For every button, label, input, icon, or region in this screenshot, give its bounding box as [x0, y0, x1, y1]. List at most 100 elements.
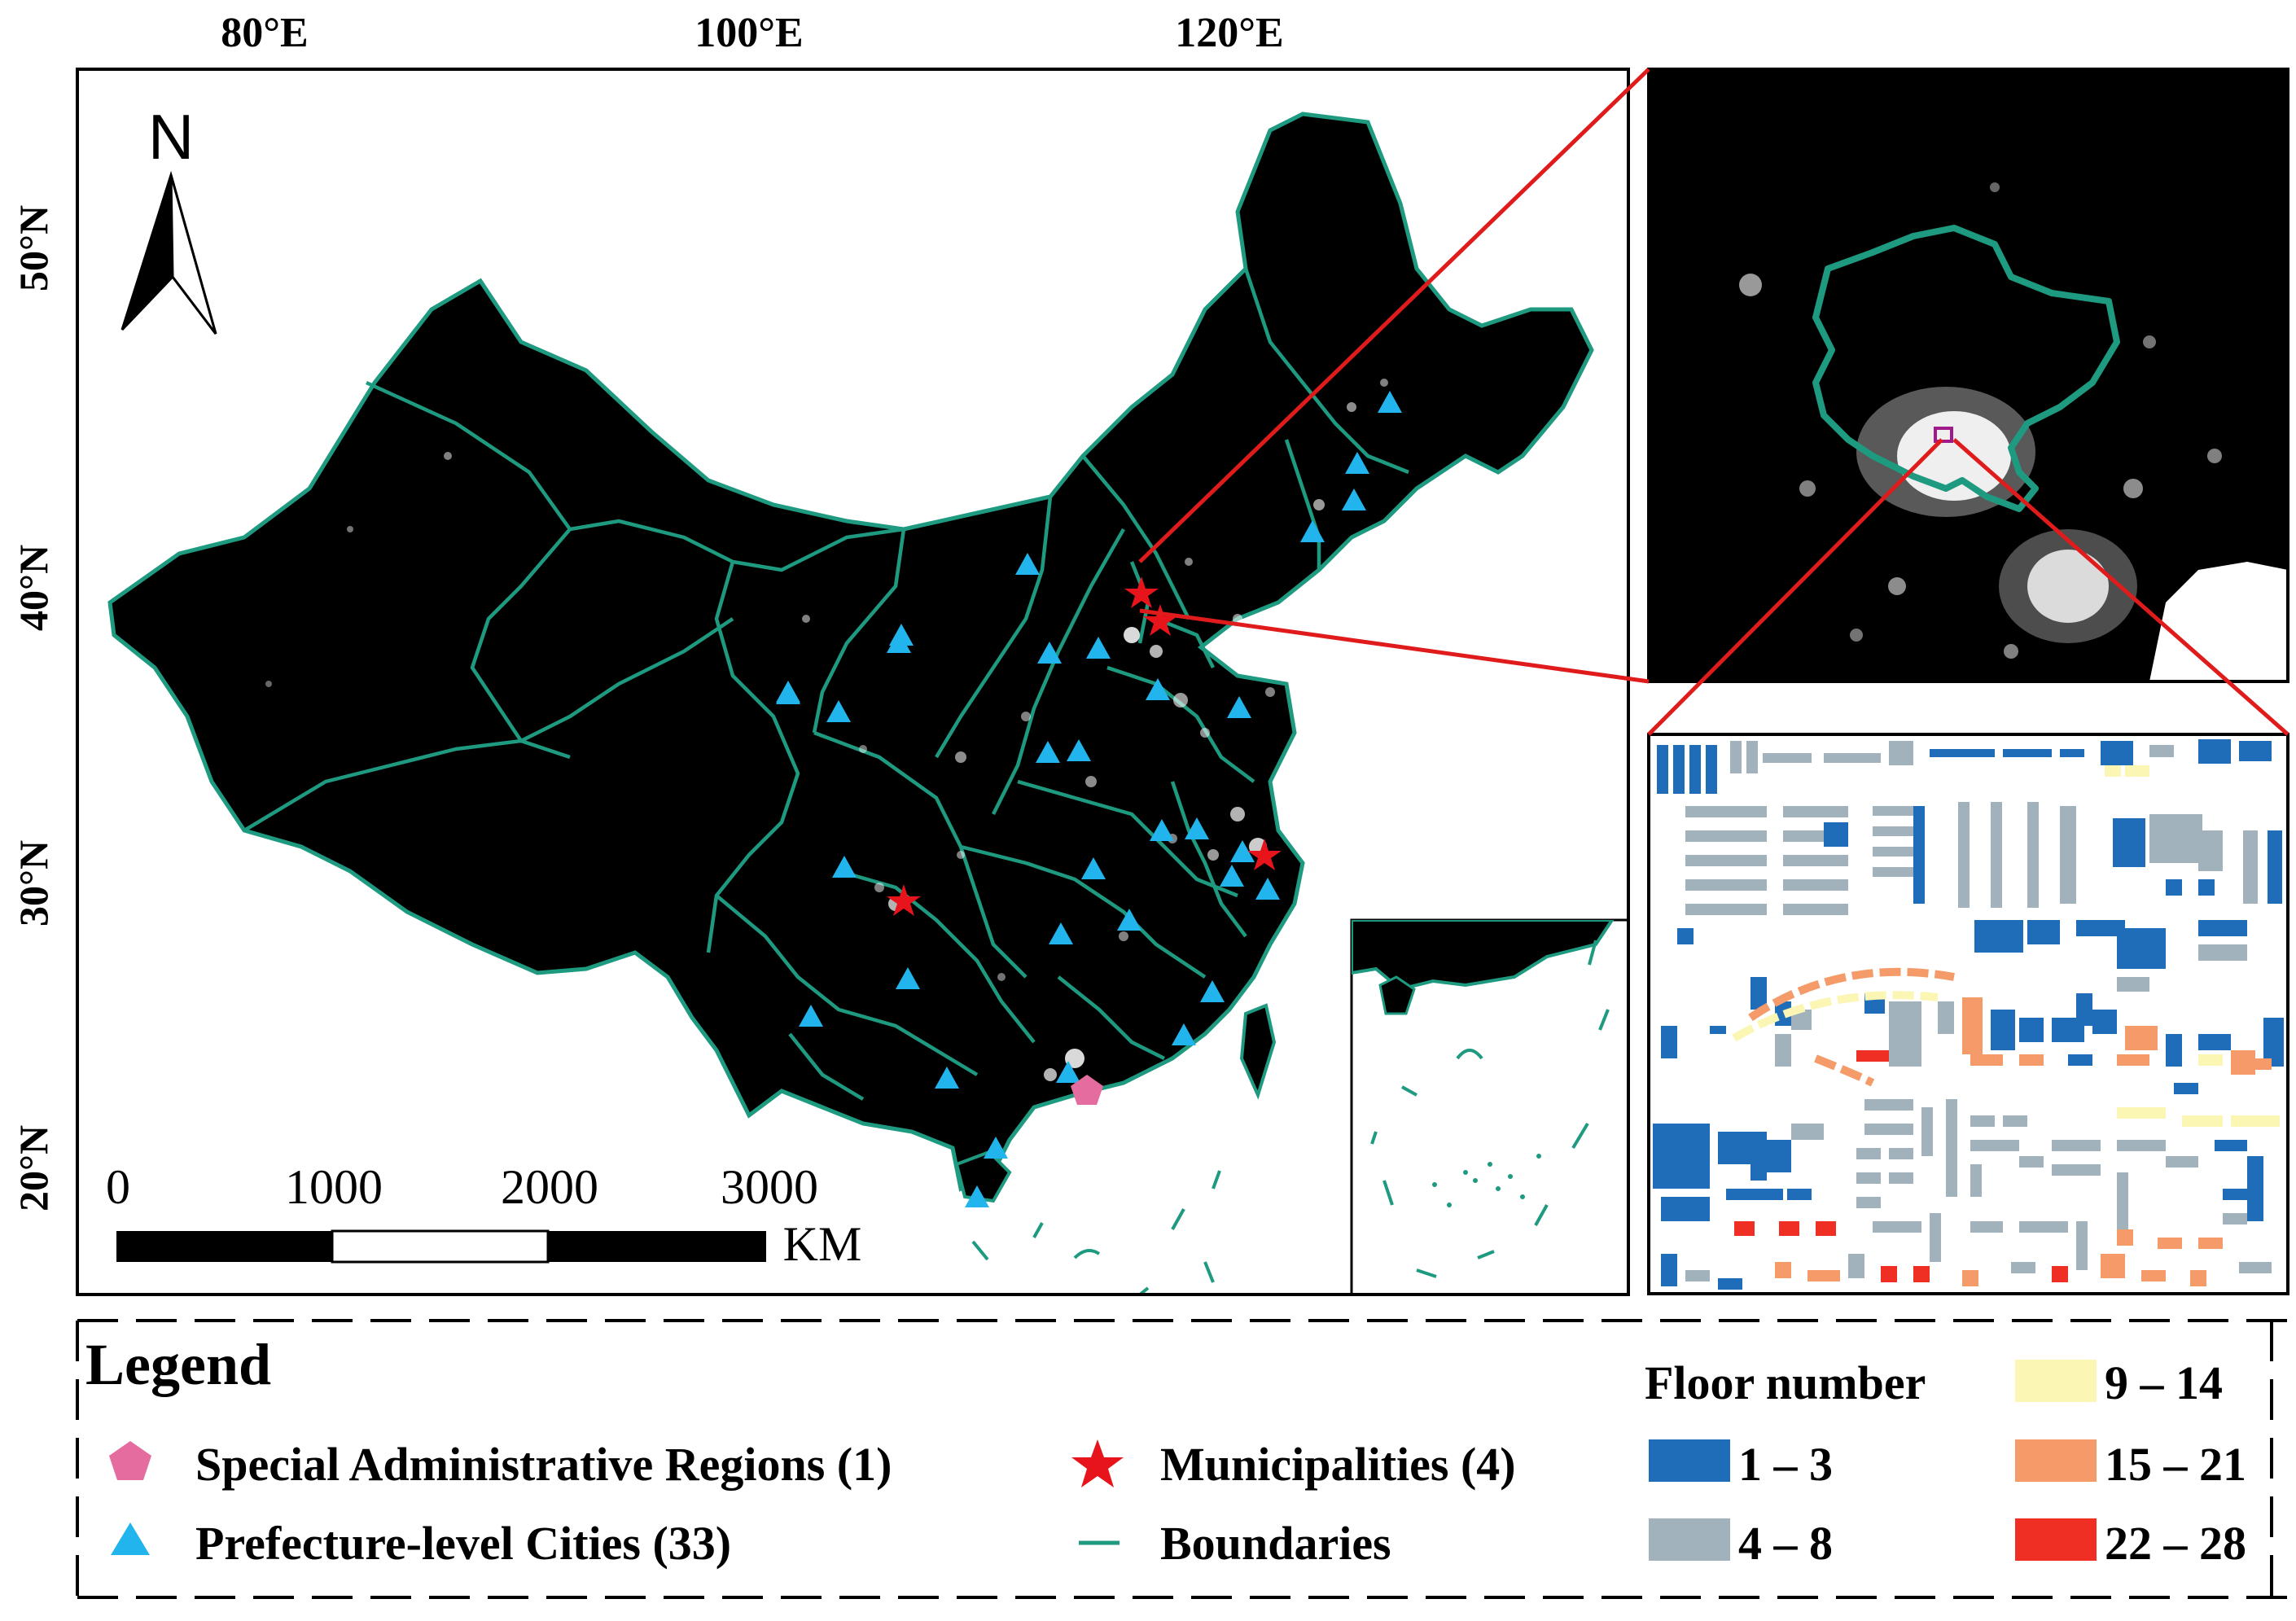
building-footprint — [1653, 1124, 1710, 1189]
prefecture-triangle — [1345, 452, 1369, 474]
building-footprint — [1783, 806, 1848, 817]
legend-star-icon — [1071, 1439, 1124, 1487]
prefecture-triangle — [1037, 642, 1062, 664]
building-footprint — [2052, 1266, 2068, 1282]
building-footprint — [1970, 1221, 2003, 1233]
building-footprint — [2076, 920, 2125, 936]
building-footprint — [1783, 855, 1848, 866]
prefecture-triangle — [1015, 553, 1040, 575]
building-footprint — [1864, 1099, 1913, 1111]
building-footprint — [2166, 1156, 2198, 1168]
building-footprint — [1974, 920, 2023, 953]
floor-swatch-3 — [2015, 1360, 2097, 1402]
municipality-markers — [887, 576, 1282, 916]
building-footprint — [2174, 1083, 2198, 1094]
building-footprint — [1881, 1266, 1897, 1282]
building-footprint — [1783, 879, 1848, 891]
building-footprint — [1946, 1148, 1957, 1197]
building-footprint — [1685, 855, 1767, 866]
legend-municipalities-label: Municipalities (4) — [1160, 1438, 1516, 1491]
scale-tick-1000: 1000 — [285, 1160, 383, 1214]
building-footprint — [2105, 765, 2121, 777]
sar-pentagon-hongkong — [1071, 1075, 1103, 1105]
building-footprint — [1816, 1221, 1836, 1236]
prefecture-triangle — [1056, 1061, 1080, 1083]
building-footprint — [1873, 847, 1921, 857]
building-footprint — [1775, 1034, 1791, 1067]
building-footprint — [2113, 818, 2145, 867]
building-footprint — [1730, 741, 1742, 773]
prefecture-triangle — [1086, 637, 1111, 659]
prefecture-triangle — [1255, 878, 1280, 900]
building-arc — [1732, 991, 1939, 1042]
prefecture-triangle — [799, 1005, 823, 1027]
main-map-frame — [76, 68, 1630, 1296]
floor-label-4: 15 – 21 — [2105, 1438, 2246, 1491]
building-footprint — [2060, 806, 2076, 904]
prefecture-triangle — [887, 631, 911, 653]
building-footprint — [2198, 1238, 2223, 1249]
scale-tick-3000: 3000 — [721, 1160, 818, 1214]
building-footprint — [2092, 1010, 2117, 1034]
building-footprint — [2198, 920, 2247, 936]
building-footprint — [2117, 928, 2166, 969]
building-footprint — [2239, 1262, 2272, 1273]
building-footprint — [2223, 1189, 2247, 1200]
municipality-star-shanghai — [1247, 839, 1282, 870]
building-footprint — [1726, 1189, 1750, 1200]
building-footprint — [1685, 806, 1767, 817]
building-footprint — [1734, 1221, 1755, 1236]
building-footprint — [1962, 1270, 1978, 1286]
building-footprint — [2198, 944, 2247, 961]
floor-swatch-1 — [1649, 1439, 1730, 1482]
floor-label-3: 9 – 14 — [2105, 1356, 2223, 1409]
building-footprint — [2166, 879, 2182, 896]
floor-legend-title: Floor number — [1645, 1356, 1926, 1409]
floor-legend: 1 – 3 4 – 8 9 – 14 15 – 21 22 – 28 — [1649, 1356, 2246, 1570]
building-footprint — [2198, 879, 2215, 896]
legend-sar-icon — [109, 1441, 151, 1480]
floor-label-5: 22 – 28 — [2105, 1517, 2246, 1570]
building-footprint — [1958, 802, 1970, 908]
building-footprint — [2125, 1026, 2158, 1050]
building-footprint — [1750, 977, 1767, 1010]
building-footprint — [1873, 867, 1921, 877]
prefecture-triangle — [965, 1185, 989, 1207]
building-footprint — [2215, 1140, 2247, 1151]
scale-tick-2000: 2000 — [501, 1160, 598, 1214]
floor-label-1: 1 – 3 — [1738, 1438, 1833, 1491]
building-footprint — [1930, 749, 1995, 757]
building-footprint — [2052, 1018, 2084, 1042]
building-footprint — [2052, 1140, 2101, 1151]
building-footprint — [2243, 830, 2258, 904]
building-panel-frame — [1647, 733, 2289, 1295]
building-footprint — [2239, 1058, 2272, 1070]
building-footprint — [1763, 753, 1812, 763]
building-footprint — [2117, 1229, 2133, 1246]
prefecture-triangle — [1146, 678, 1170, 700]
prefecture-triangle — [1185, 817, 1209, 839]
building-footprint — [1889, 1001, 1921, 1067]
building-footprint — [1661, 1197, 1710, 1221]
building-footprint — [1856, 1148, 1881, 1159]
prefecture-triangle — [1049, 922, 1073, 944]
floor-swatch-2 — [1649, 1518, 1730, 1561]
legend-title: Legend — [85, 1332, 271, 1397]
building-footprint — [2190, 1270, 2206, 1286]
building-footprint — [2019, 1156, 2044, 1168]
building-footprint — [1824, 822, 1848, 847]
prefecture-triangle — [1220, 865, 1244, 887]
building-footprint — [1710, 1026, 1726, 1034]
prefecture-triangle — [776, 682, 800, 704]
lon-label-120: 120°E — [1175, 10, 1283, 56]
building-footprint — [2117, 1107, 2166, 1119]
prefecture-triangle — [832, 856, 857, 878]
municipality-star-chongqing — [887, 884, 921, 916]
floor-label-2: 4 – 8 — [1738, 1517, 1833, 1570]
building-footprint — [1807, 1270, 1840, 1281]
building-footprint — [1930, 1213, 1941, 1262]
building-footprint — [1889, 741, 1913, 765]
building-footprint — [1673, 745, 1685, 794]
prefecture-triangle — [1378, 391, 1402, 413]
lat-label-40: 40°N — [11, 545, 56, 631]
